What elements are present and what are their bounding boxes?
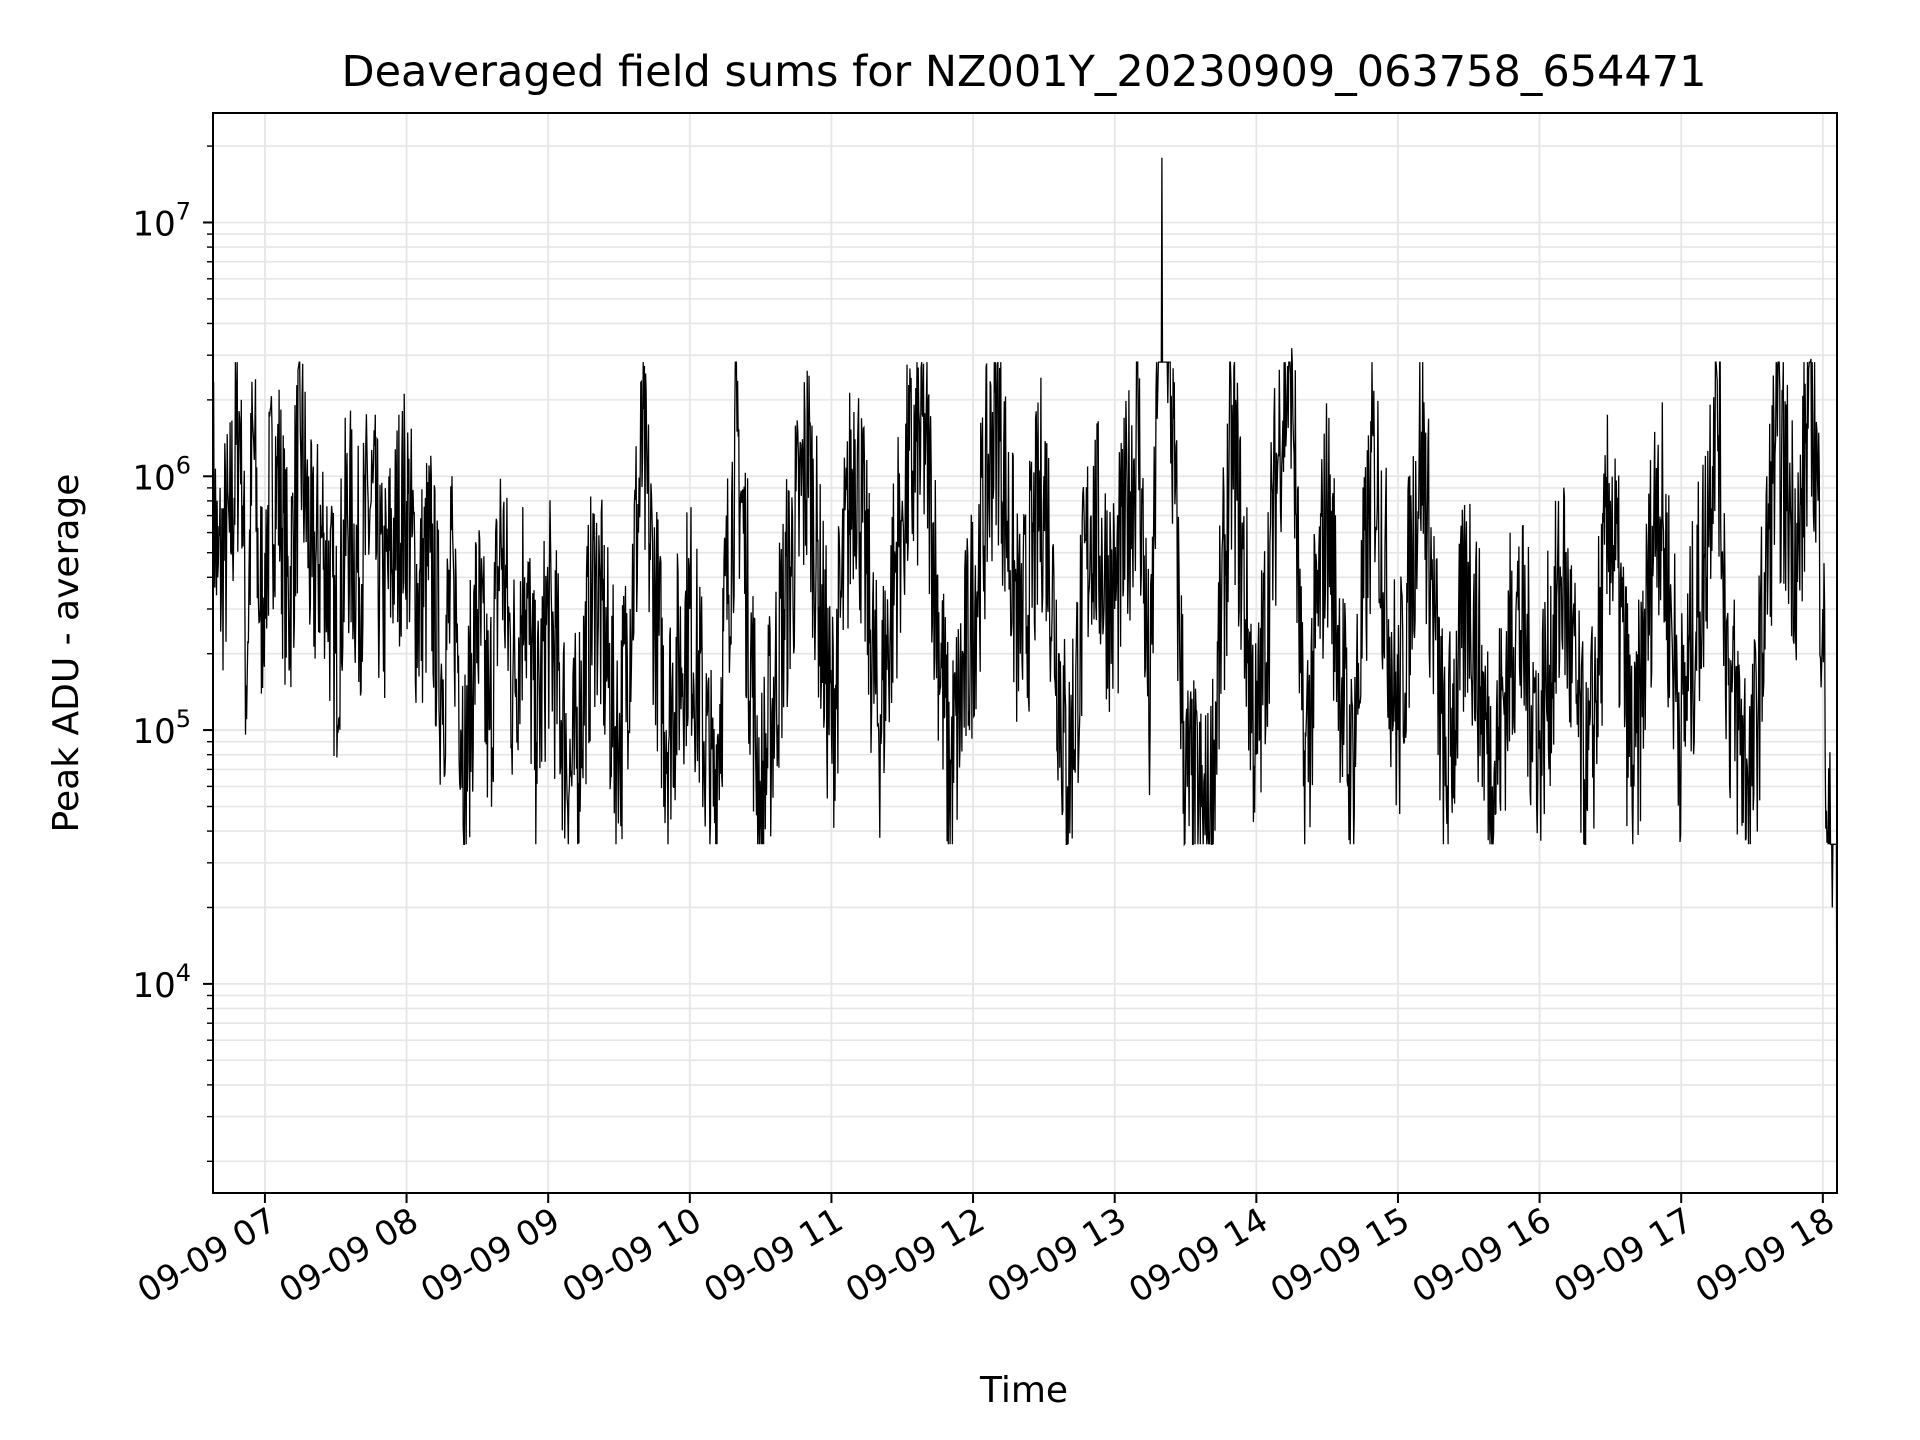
series-line xyxy=(213,157,1837,1137)
chart-title: Deaveraged field sums for NZ001Y_2023090… xyxy=(341,47,1706,97)
y-tick-label: 105 xyxy=(132,705,191,752)
x-axis-label: Time xyxy=(979,1370,1068,1411)
y-tick-label: 107 xyxy=(132,197,191,244)
y-axis-ticks: 104 105 106 107 xyxy=(132,145,213,1162)
plot-area xyxy=(213,157,1837,1137)
y-tick-label: 106 xyxy=(132,451,191,498)
y-tick-label: 104 xyxy=(132,959,191,1006)
y-axis-label: Peak ADU - average xyxy=(46,474,87,833)
